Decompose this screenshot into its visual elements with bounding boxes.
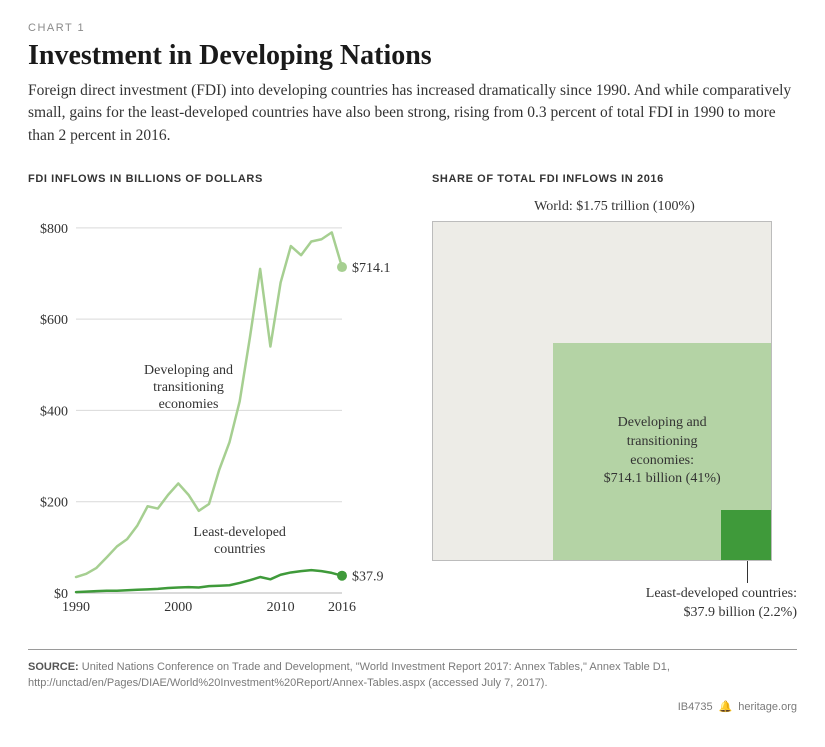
footer: IB4735 🔔 heritage.org (28, 700, 797, 713)
svg-text:transitioning: transitioning (153, 380, 224, 395)
square-chart-wrap: World: $1.75 trillion (100%) Developing … (432, 199, 797, 619)
line-chart-title: FDI INFLOWS IN BILLIONS OF DOLLARS (28, 173, 398, 185)
svg-text:economies: economies (159, 397, 219, 412)
svg-text:2010: 2010 (267, 600, 295, 615)
chart-number-label: CHART 1 (28, 22, 797, 34)
svg-text:2016: 2016 (328, 600, 356, 615)
svg-text:2000: 2000 (164, 600, 192, 615)
square-outer: Developing andtransitioningeconomies:$71… (432, 221, 772, 561)
svg-text:Least-developed: Least-developed (193, 525, 286, 540)
source-prefix: SOURCE: (28, 661, 79, 673)
svg-text:Developing and: Developing and (144, 363, 233, 378)
svg-text:$600: $600 (40, 314, 68, 329)
page-subtitle: Foreign direct investment (FDI) into dev… (28, 80, 797, 147)
square-chart-panel: SHARE OF TOTAL FDI INFLOWS IN 2016 World… (432, 173, 797, 619)
svg-text:$400: $400 (40, 405, 68, 420)
charts-row: FDI INFLOWS IN BILLIONS OF DOLLARS $0$20… (28, 173, 797, 619)
page-title: Investment in Developing Nations (28, 40, 797, 72)
source-text: United Nations Conference on Trade and D… (28, 661, 670, 689)
svg-text:1990: 1990 (62, 600, 90, 615)
svg-text:$200: $200 (40, 496, 68, 511)
line-chart-panel: FDI INFLOWS IN BILLIONS OF DOLLARS $0$20… (28, 173, 398, 619)
bell-icon: 🔔 (719, 700, 733, 713)
svg-text:countries: countries (214, 542, 265, 557)
footer-id: IB4735 (678, 701, 713, 713)
svg-text:$800: $800 (40, 222, 68, 237)
footer-site: heritage.org (738, 701, 797, 713)
pointer-line (747, 561, 748, 583)
square-small (721, 510, 771, 560)
svg-text:$714.1: $714.1 (352, 261, 391, 276)
line-chart: $0$200$400$600$8001990200020102016$714.1… (28, 199, 398, 619)
source-note: SOURCE: United Nations Conference on Tra… (28, 649, 797, 692)
world-label: World: $1.75 trillion (100%) (432, 199, 797, 215)
least-developed-caption: Least-developed countries:$37.9 billion … (646, 585, 797, 621)
svg-text:$37.9: $37.9 (352, 570, 384, 585)
square-chart-title: SHARE OF TOTAL FDI INFLOWS IN 2016 (432, 173, 797, 185)
